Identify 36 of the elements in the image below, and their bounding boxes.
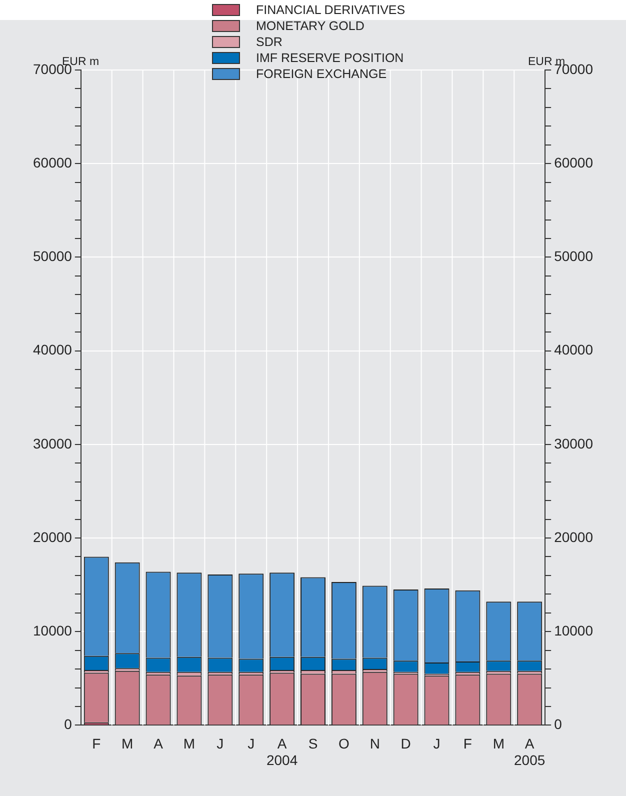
y-tick-label: 40000 [32, 342, 72, 358]
x-tick-label: M [492, 735, 504, 752]
legend-label: FINANCIAL DERIVATIVES [256, 3, 406, 17]
x-tick-label: A [154, 735, 164, 752]
legend-label: FOREIGN EXCHANGE [256, 67, 387, 81]
y2-tick-label: 50000 [554, 248, 594, 264]
y-tick-label: 20000 [32, 528, 72, 545]
x-tick-label: M [183, 735, 196, 752]
text: 2004 [266, 752, 298, 768]
x-tick-label: S [308, 735, 318, 752]
legend-label: SDR [256, 35, 282, 49]
x-tick-label: N [370, 735, 380, 752]
x-tick-label: F [92, 735, 101, 752]
x-tick-label: A [277, 735, 288, 752]
text: 2005 [514, 752, 546, 768]
legend-label: MONETARY GOLD [256, 19, 364, 33]
y-tick-label: 0 [64, 716, 72, 732]
x-tick-label: A [524, 735, 535, 752]
x-tick-label: F [463, 735, 472, 752]
y2-tick-label: 20000 [554, 528, 594, 545]
y-tick-label: 10000 [32, 622, 72, 638]
x-tick-label: D [400, 735, 411, 752]
y2-tick-label: 0 [554, 716, 562, 732]
y2-tick-label: 60000 [554, 154, 594, 170]
x-tick-label: J [433, 735, 440, 752]
y2-tick-label: 40000 [554, 342, 594, 358]
legend-label: IMF RESERVE POSITION [256, 51, 404, 65]
x-tick-label: M [122, 735, 134, 752]
y-tick-label: 50000 [32, 248, 72, 264]
y2-tick-label: 10000 [554, 622, 594, 638]
x-tick-label: J [216, 735, 224, 752]
y-tick-label: 60000 [32, 154, 72, 170]
x-tick-label: J [248, 735, 255, 752]
y2-tick-label: 30000 [554, 435, 594, 452]
x-tick-label: O [338, 735, 350, 752]
y-tick-label: 30000 [32, 435, 72, 452]
